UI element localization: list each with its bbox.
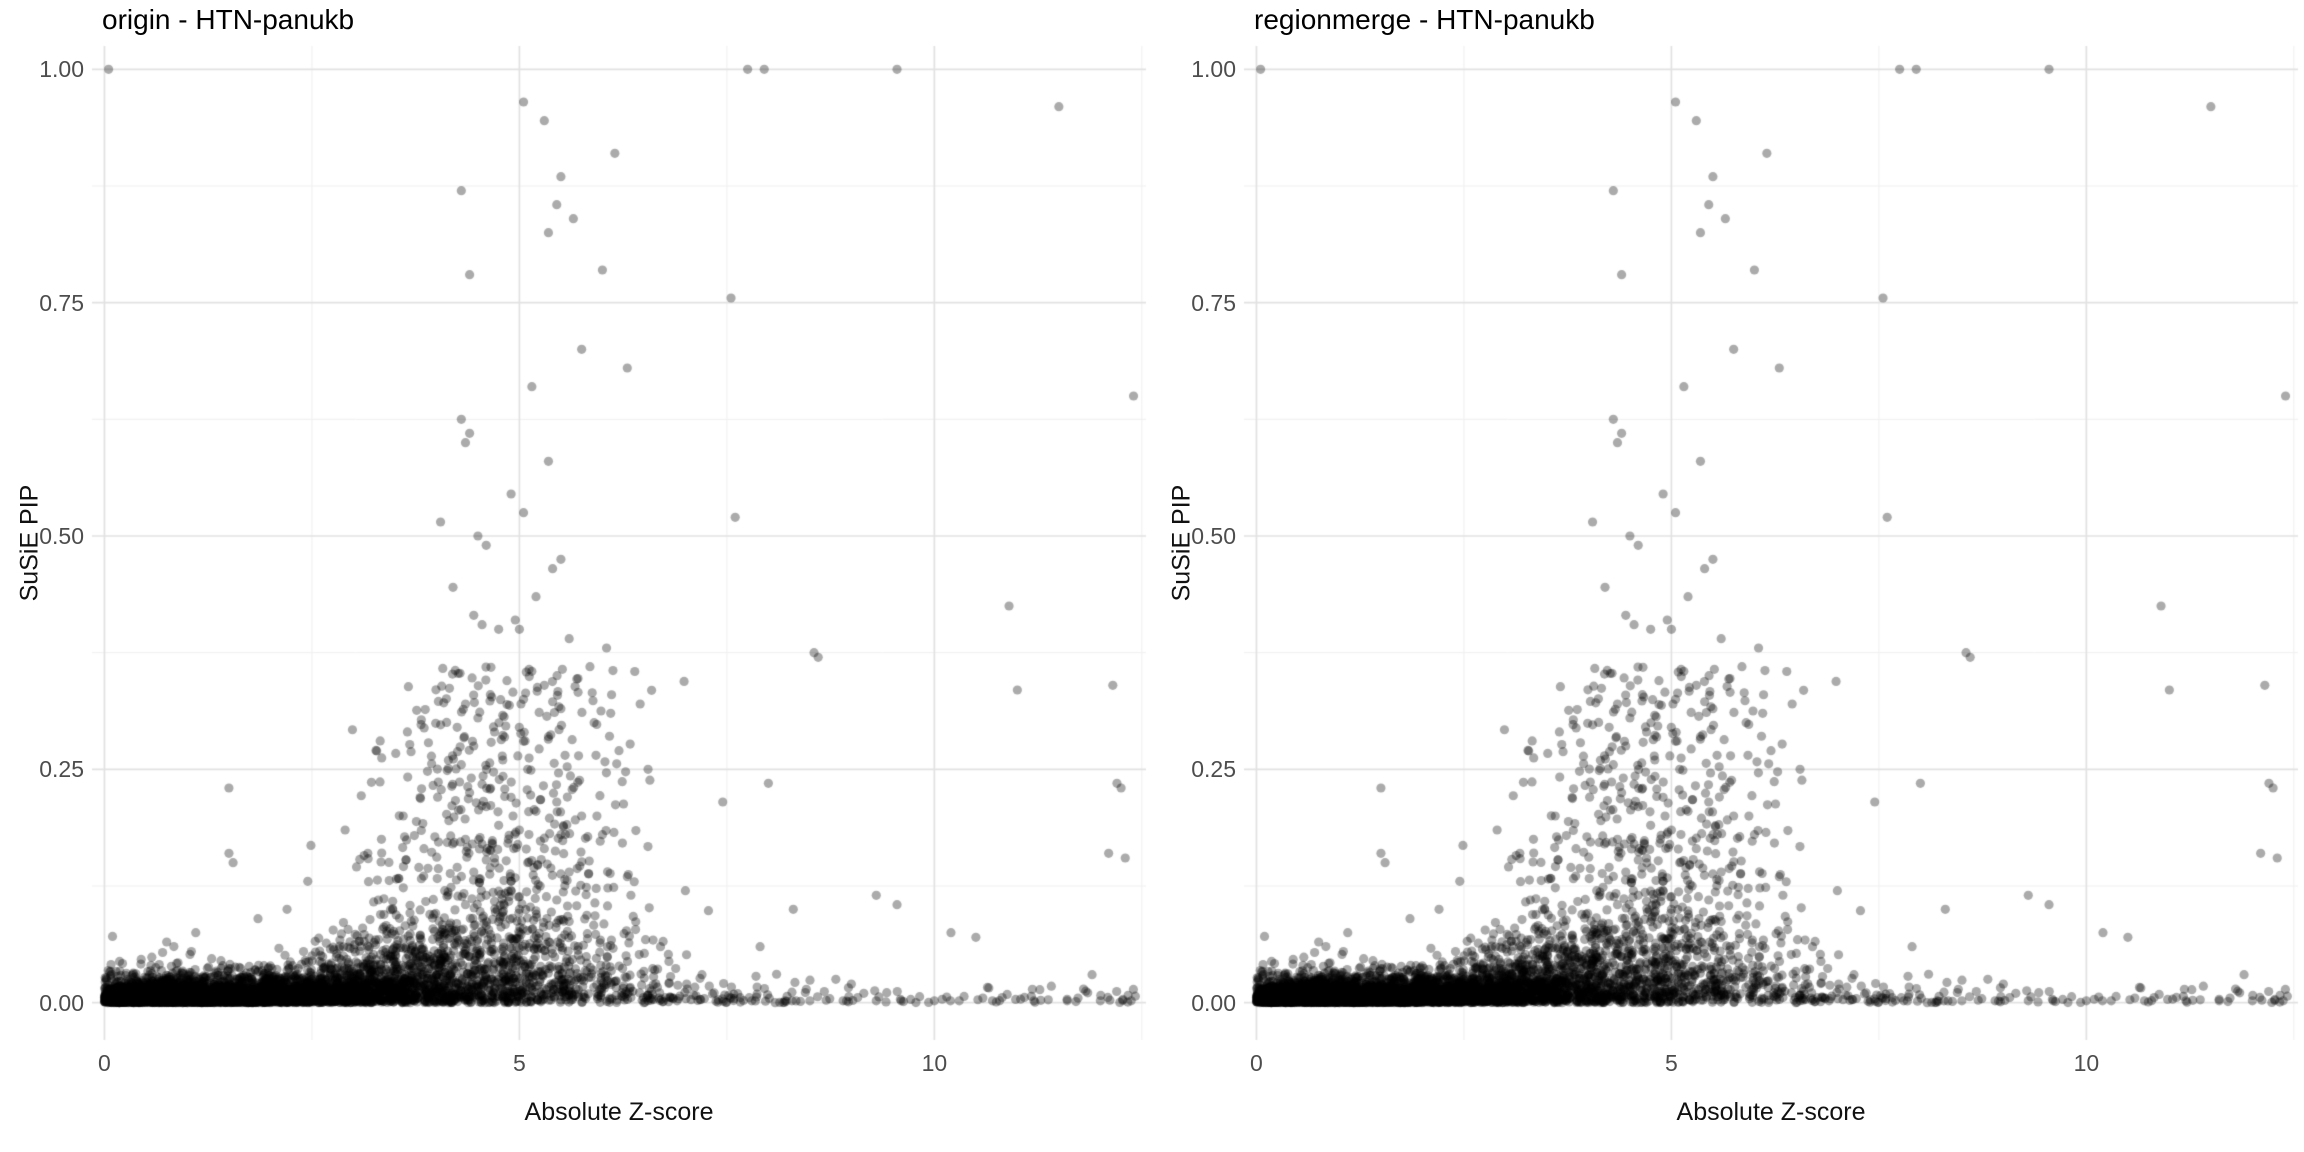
x-tick-label: 0 <box>98 1050 111 1076</box>
y-tick-label: 0.75 <box>39 289 84 316</box>
x-tick-label: 5 <box>1665 1050 1678 1076</box>
y-tick-label: 0.00 <box>1191 989 1236 1016</box>
x-tick-label: 5 <box>513 1050 526 1076</box>
y-tick-label: 0.75 <box>1191 289 1236 316</box>
x-axis-label: Absolute Z-score <box>524 1098 714 1126</box>
x-tick-label: 0 <box>1250 1050 1263 1076</box>
x-tick-label: 10 <box>921 1050 948 1076</box>
y-tick-label: 0.00 <box>39 989 84 1016</box>
panel-title: regionmerge - HTN-panukb <box>1254 4 1595 35</box>
scatter-plot-canvas <box>1152 0 2304 1152</box>
scatter-plot-canvas <box>0 0 1152 1152</box>
x-axis-label: Absolute Z-score <box>1676 1098 1866 1126</box>
y-tick-label: 0.50 <box>1191 523 1236 549</box>
panel-title: origin - HTN-panukb <box>102 4 355 35</box>
y-tick-label: 0.50 <box>39 523 84 549</box>
x-tick-label: 10 <box>2073 1050 2100 1076</box>
y-tick-label: 0.25 <box>39 756 84 783</box>
y-tick-label: 0.25 <box>1191 756 1236 783</box>
y-tick-label: 1.00 <box>1191 56 1236 83</box>
panel-regionmerge: regionmerge - HTN-panukb SuSiE PIP 0.00 0… <box>1152 0 2304 1152</box>
y-tick-label: 1.00 <box>39 56 84 83</box>
panel-origin: origin - HTN-panukb SuSiE PIP 0.00 0.25 0.… <box>0 0 1152 1152</box>
